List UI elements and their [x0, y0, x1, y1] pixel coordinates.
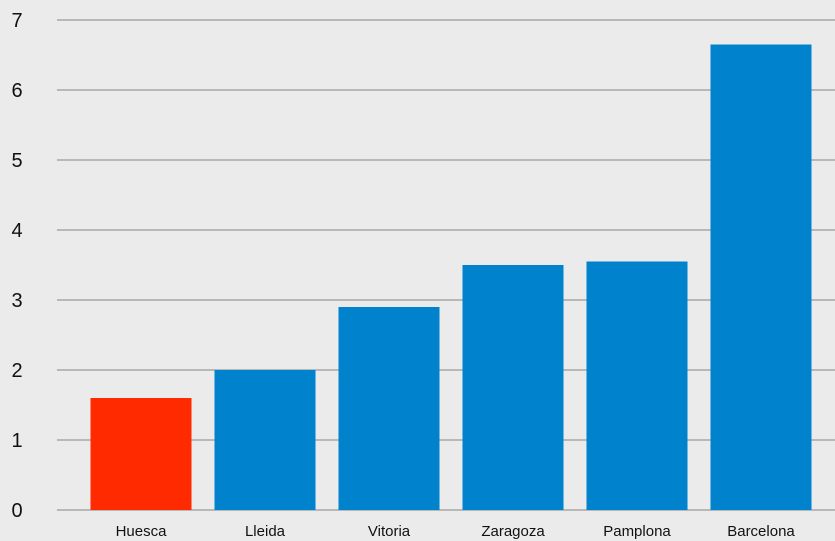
x-tick-label-pamplona: Pamplona	[603, 523, 671, 540]
y-tick-label-6: 6	[11, 80, 22, 102]
y-tick-label-1: 1	[11, 430, 22, 452]
x-tick-label-zaragoza: Zaragoza	[481, 523, 545, 540]
y-tick-label-5: 5	[11, 150, 22, 172]
bar-zaragoza	[462, 265, 564, 510]
bars	[90, 44, 812, 510]
x-tick-label-vitoria: Vitoria	[368, 523, 411, 540]
x-tick-label-lleida: Lleida	[245, 523, 286, 540]
bar-barcelona	[710, 44, 812, 510]
y-tick-label-2: 2	[11, 360, 22, 382]
x-tick-label-barcelona: Barcelona	[727, 523, 795, 540]
x-axis-tick-labels: Huesca Lleida Vitoria Zaragoza Pamplona Barce…	[116, 523, 796, 540]
y-tick-label-7: 7	[11, 10, 22, 32]
bar-vitoria	[338, 307, 440, 510]
bar-pamplona	[586, 261, 688, 510]
y-tick-label-0: 0	[11, 500, 22, 522]
x-tick-label-huesca: Huesca	[116, 523, 168, 540]
y-axis-tick-labels: 0 1 2 3 4 5 6 7	[11, 10, 22, 522]
y-tick-label-3: 3	[11, 290, 22, 312]
bar-huesca	[90, 398, 192, 510]
y-tick-label-4: 4	[11, 220, 22, 242]
bar-lleida	[214, 370, 316, 510]
